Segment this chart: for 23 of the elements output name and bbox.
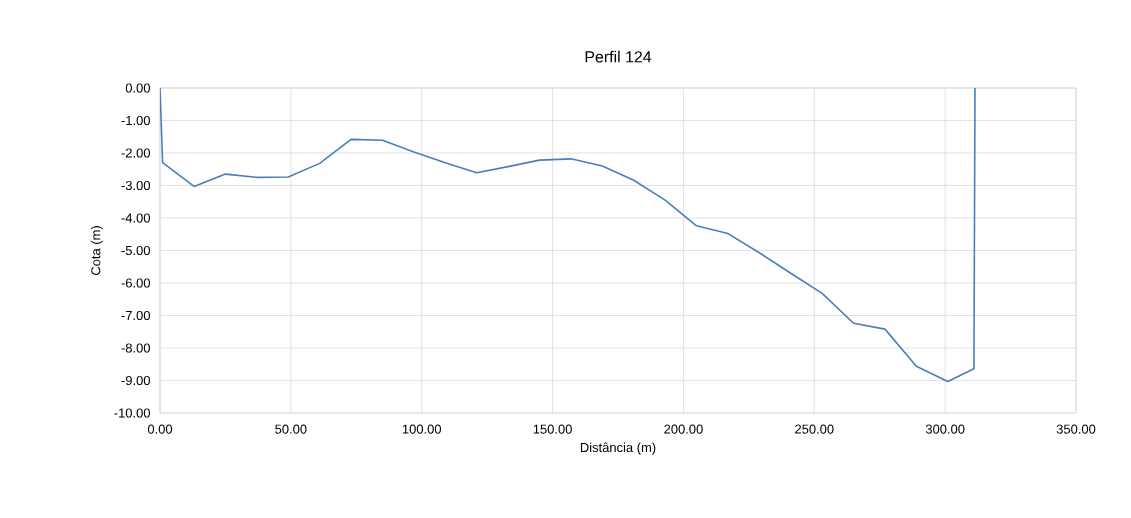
y-tick-label: -9.00 xyxy=(121,375,150,386)
x-tick-label: 50.00 xyxy=(275,424,307,434)
line-series xyxy=(160,87,976,383)
x-tick-label: 250.00 xyxy=(795,424,834,434)
y-tick-label: -6.00 xyxy=(121,278,150,288)
y-tick-label: -8.00 xyxy=(121,343,150,353)
x-tick-label: 350.00 xyxy=(1056,424,1096,434)
y-tick-label: -7.00 xyxy=(121,310,150,321)
x-tick-label: 150.00 xyxy=(533,424,572,434)
x-axis-title: Distância (m) xyxy=(580,442,656,455)
y-tick-label: 0.00 xyxy=(125,83,150,93)
x-tick-label: 300.00 xyxy=(925,424,965,434)
x-tick-label: 100.00 xyxy=(402,424,442,434)
y-tick-label: -5.00 xyxy=(121,245,150,256)
y-tick-label: -1.00 xyxy=(121,115,150,126)
y-tick-label: -3.00 xyxy=(121,180,150,191)
y-axis-title: Cota (m) xyxy=(90,226,103,276)
x-tick-label: 0.00 xyxy=(147,424,173,434)
y-tick-label: -10.00 xyxy=(114,408,150,418)
x-tick-label: 200.00 xyxy=(664,424,703,434)
y-tick-label: -4.00 xyxy=(121,213,150,223)
y-tick-label: -2.00 xyxy=(121,148,150,158)
chart-title: Perfil 124 xyxy=(585,50,652,63)
